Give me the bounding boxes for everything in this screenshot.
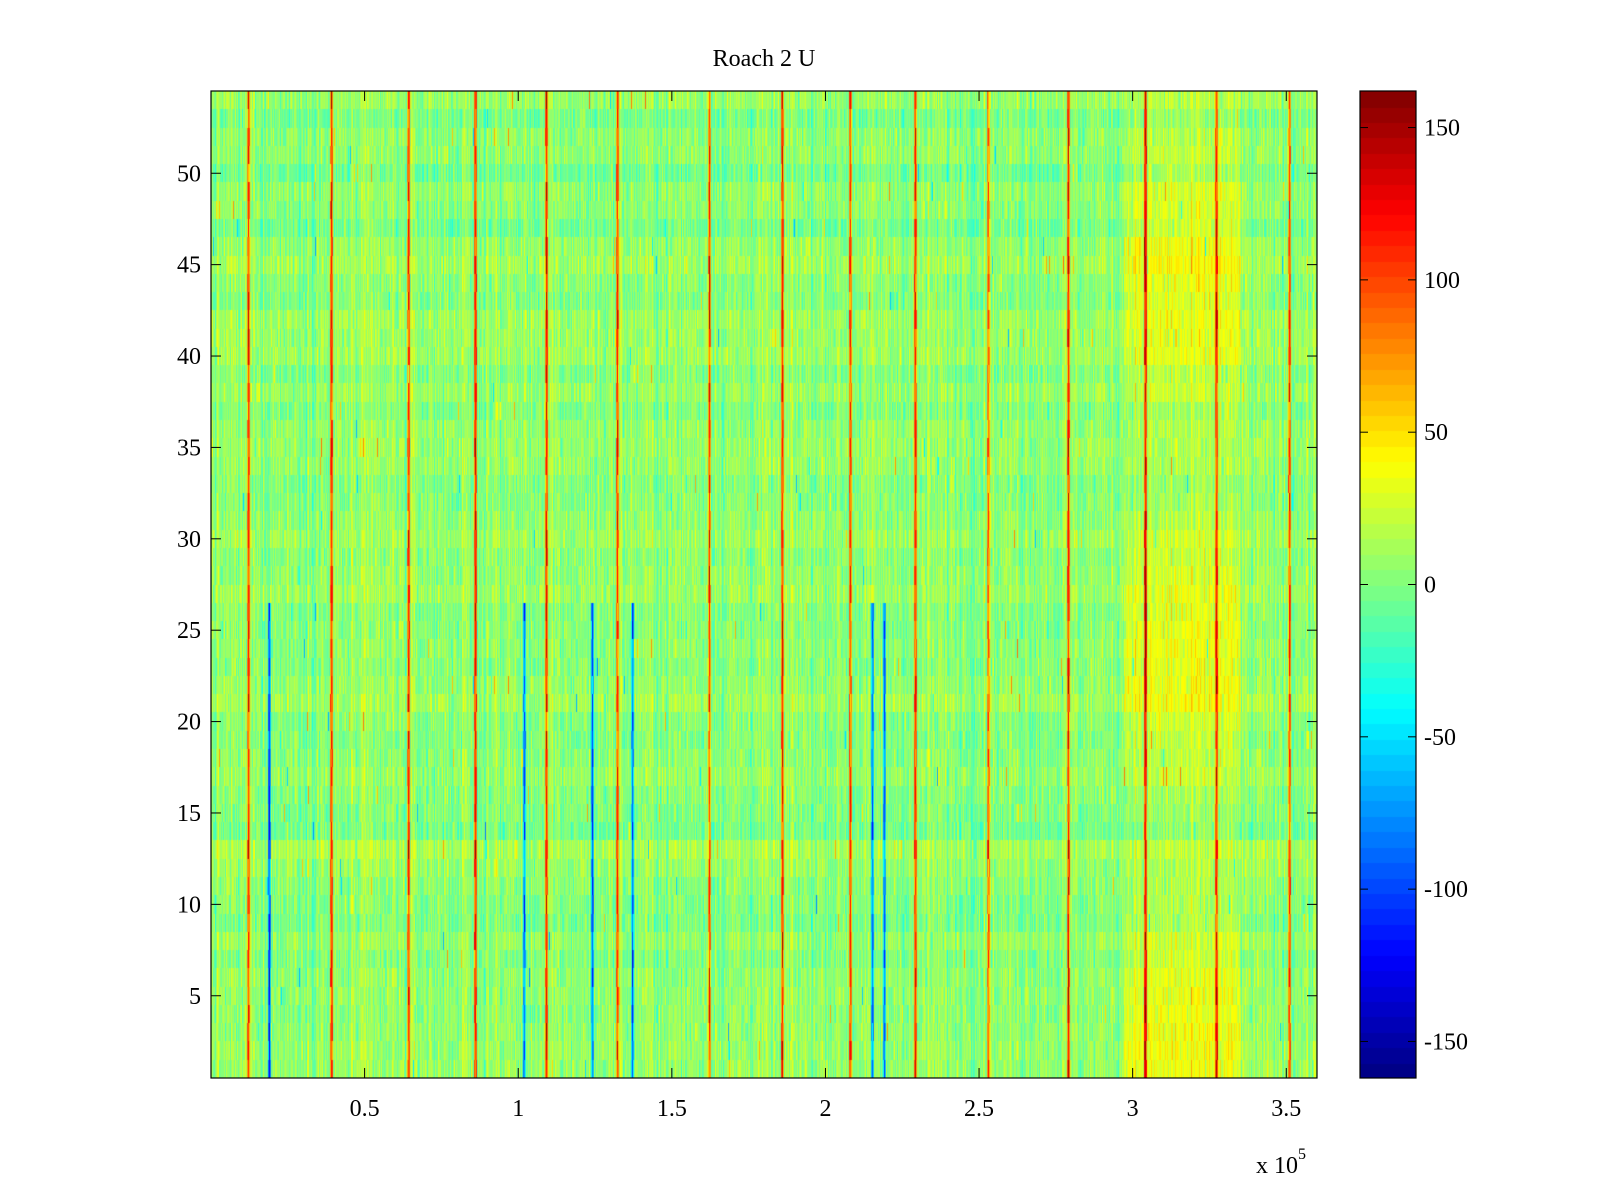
chart-title: Roach 2 U [713, 46, 816, 72]
colorbar-axis: -150 -100 -50 0 50 100 150 [1360, 116, 1468, 1055]
x-axis: 0.5 1 1.5 2 2.5 3 3.5 [350, 91, 1301, 1122]
y-tick-label: 15 [177, 801, 201, 827]
y-tick-label: 40 [177, 344, 201, 370]
x-tick-label: 2 [819, 1096, 831, 1122]
y-tick-label: 5 [189, 984, 201, 1010]
x-tick-label: 0.5 [350, 1096, 380, 1122]
x-tick-label: 3 [1127, 1096, 1139, 1122]
y-tick-label: 45 [177, 253, 201, 279]
x-tick-label: 1.5 [657, 1096, 687, 1122]
x-multiplier-exponent: 5 [1298, 1146, 1306, 1163]
colorbar-frame [1359, 90, 1417, 1079]
y-tick-label: 30 [177, 527, 201, 553]
colorbar [1360, 91, 1416, 1078]
y-tick-label: 20 [177, 710, 201, 736]
heatmap-image [211, 91, 1317, 1078]
colorbar-tick-label: -50 [1424, 725, 1456, 751]
x-tick-label: 1 [512, 1096, 524, 1122]
colorbar-tick-label: -100 [1424, 877, 1468, 903]
y-tick-label: 25 [177, 618, 201, 644]
x-multiplier: x 105 [1256, 1146, 1306, 1179]
x-tick-label: 3.5 [1271, 1096, 1301, 1122]
colorbar-tick-label: 100 [1424, 268, 1460, 294]
colorbar-tick-label: 0 [1424, 573, 1436, 599]
x-multiplier-base: x 10 [1256, 1153, 1298, 1179]
x-tick-label: 2.5 [964, 1096, 994, 1122]
colorbar-tick-label: 50 [1424, 420, 1448, 446]
colorbar-tick-label: -150 [1424, 1029, 1468, 1055]
y-tick-label: 35 [177, 435, 201, 461]
y-tick-label: 10 [177, 892, 201, 918]
colorbar-tick-label: 150 [1424, 116, 1460, 142]
y-axis: 5 10 15 20 25 30 35 40 45 50 [177, 161, 1317, 1010]
plot-frame [210, 90, 1318, 1079]
y-tick-label: 50 [177, 161, 201, 187]
